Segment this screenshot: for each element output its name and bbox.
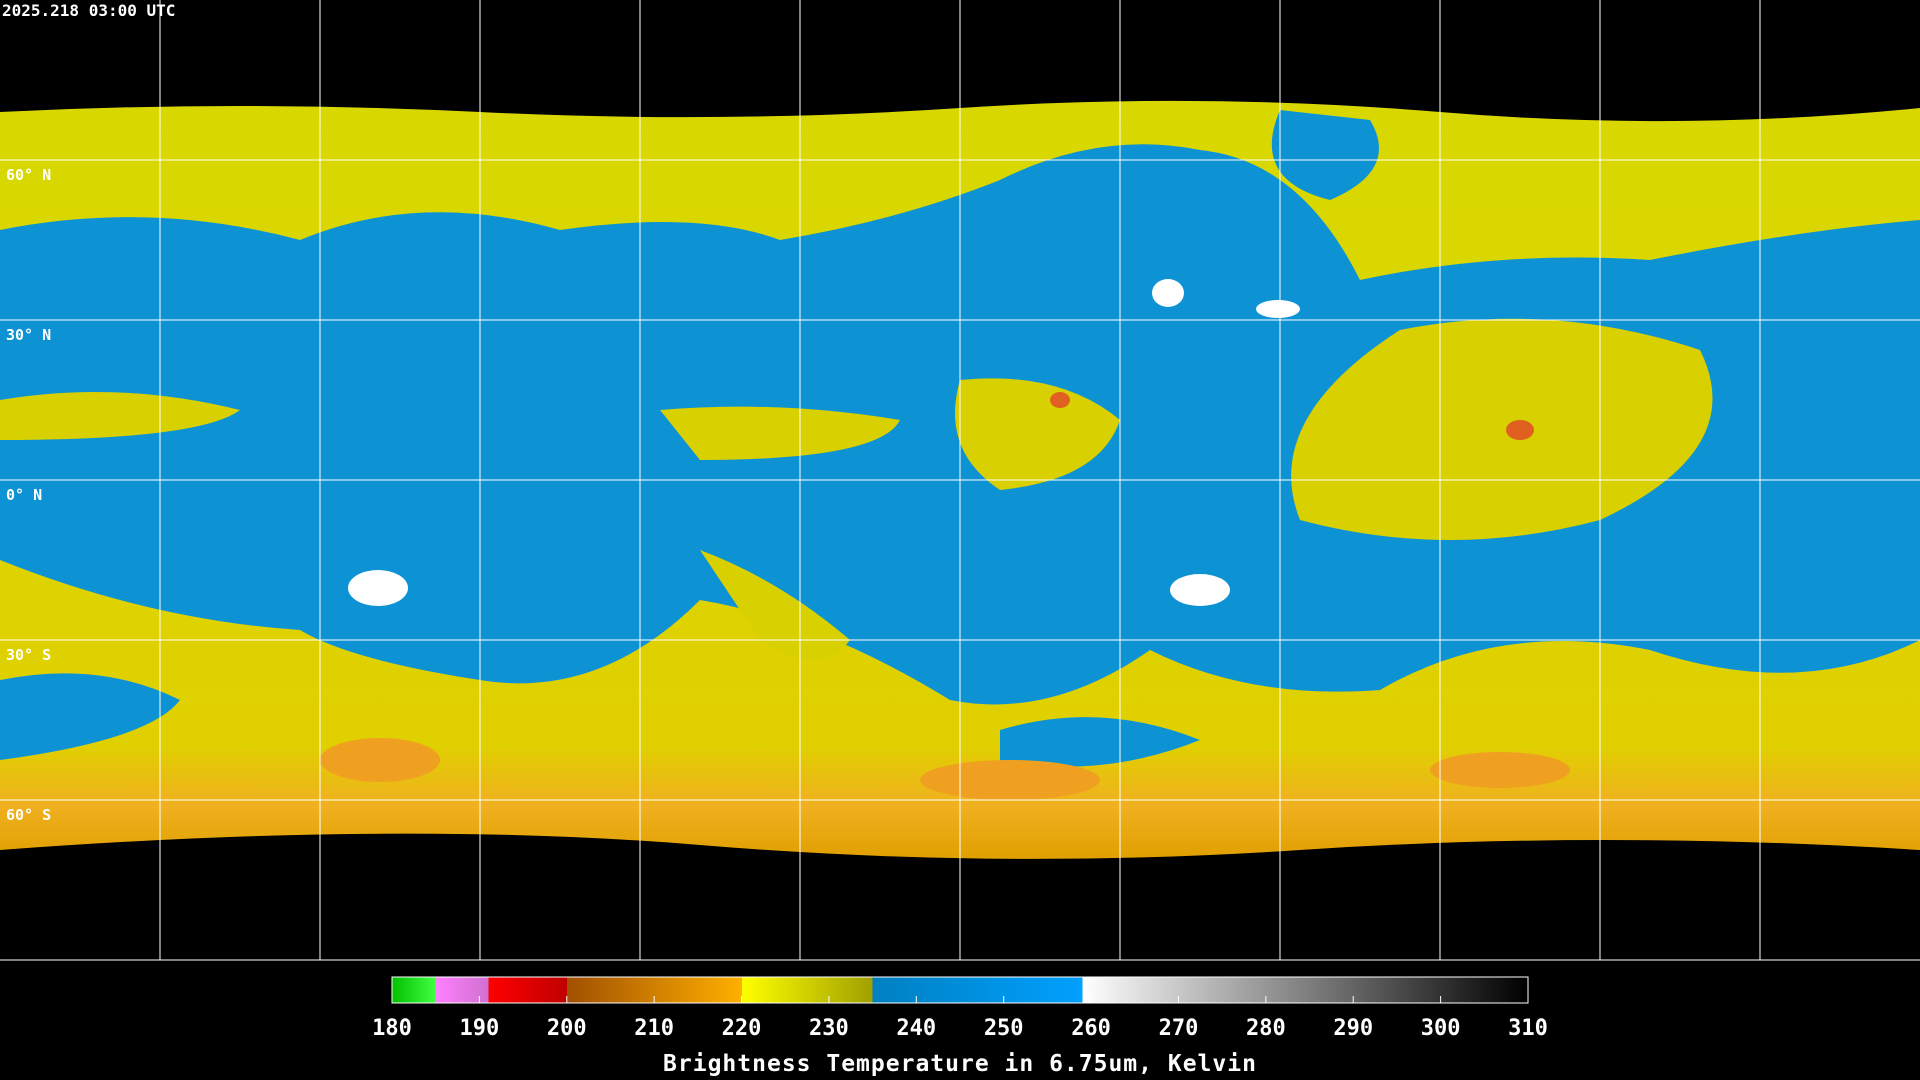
colorbar-tick-label: 200 [547, 1016, 587, 1041]
colorbar-tick-label: 260 [1071, 1016, 1111, 1041]
colorbar-tick-label: 270 [1159, 1016, 1199, 1041]
colorbar-tick-label: 210 [634, 1016, 674, 1041]
colorbar-tick-label: 190 [460, 1016, 500, 1041]
colorbar-tick-label: 220 [722, 1016, 762, 1041]
colorbar-tick-label: 310 [1508, 1016, 1548, 1041]
timestamp: 2025.218 03:00 UTC [2, 1, 175, 20]
colorbar-tick-label: 280 [1246, 1016, 1286, 1041]
colorbar [391, 976, 1529, 1004]
graticule [0, 0, 1920, 961]
latitude-label: 60° S [6, 806, 51, 824]
latitude-label: 60° N [6, 166, 51, 184]
colorbar-tick-label: 300 [1421, 1016, 1461, 1041]
colorbar-tick-label: 290 [1333, 1016, 1373, 1041]
latitude-label: 30° S [6, 646, 51, 664]
colorbar-title: Brightness Temperature in 6.75um, Kelvin [663, 1051, 1257, 1077]
latitude-label: 30° N [6, 326, 51, 344]
colorbar-tick-label: 240 [896, 1016, 936, 1041]
colorbar-tick-label: 230 [809, 1016, 849, 1041]
colorbar-tick-label: 250 [984, 1016, 1024, 1041]
latitude-label: 0° N [6, 486, 42, 504]
colorbar-tick-label: 180 [372, 1016, 412, 1041]
